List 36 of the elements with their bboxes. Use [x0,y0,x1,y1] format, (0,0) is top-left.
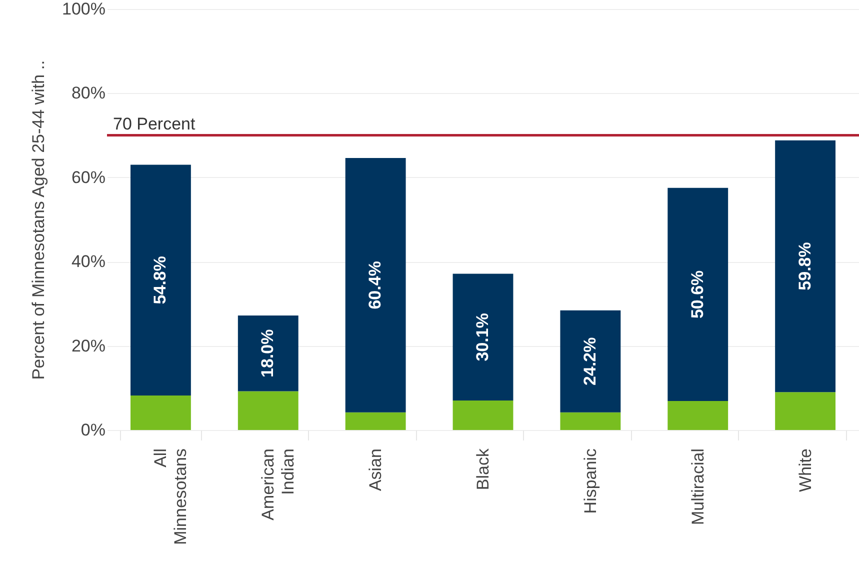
bar [238,391,298,430]
data-label: 24.2% [580,337,600,386]
bar [130,395,191,430]
bar [238,315,298,392]
x-tick-label: Multiracial [688,448,708,526]
y-tick-label: 60% [71,168,106,187]
y-tick-label: 0% [80,420,106,440]
data-label: 50.6% [688,270,707,319]
data-label: 59.8% [795,242,814,290]
bar [775,392,836,430]
bar [345,158,406,412]
x-tick-label: American Indian [258,448,298,520]
data-label: 18.0% [258,329,278,378]
x-tick-label: White [796,448,815,492]
data-label: 60.4% [366,261,385,310]
bar [775,140,836,392]
y-tick-label: 80% [71,84,106,103]
y-tick-label: 40% [71,252,106,272]
bar [560,310,621,412]
x-tick-label: Asian [366,448,386,492]
bar [668,400,728,430]
x-tick-label: Black [474,448,492,490]
data-label: 54.8% [150,256,170,304]
y-axis-title: Percent of Minnesotans Aged 25-44 with .. [29,60,48,380]
y-tick-label: 20% [71,336,106,356]
x-tick-label: Hispanic [580,448,600,514]
y-tick-label: 100% [62,0,106,18]
bar [452,400,514,430]
bar [668,188,728,401]
x-tick-label: All Minnesotans [151,448,190,545]
bar [130,164,191,396]
data-label: 30.1% [473,313,492,362]
ref-line-label: 70 Percent [113,114,196,134]
bar [452,274,514,401]
bar [345,412,406,430]
bar [560,412,621,430]
